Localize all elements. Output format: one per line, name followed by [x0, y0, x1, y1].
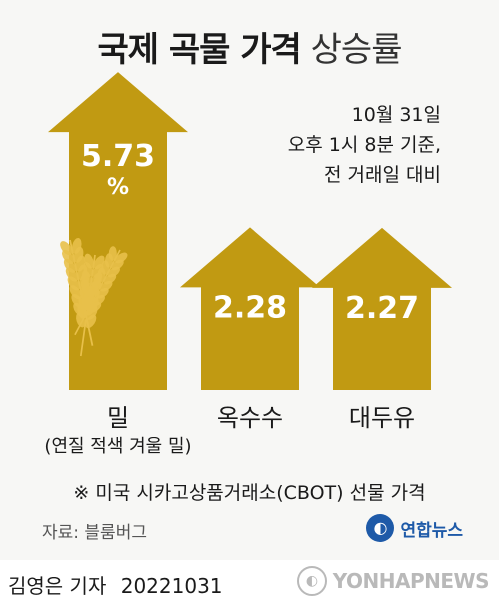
watermark: ◐ YONHAPNEWS	[296, 566, 490, 596]
title-bold: 국제 곡물 가격	[97, 30, 301, 70]
note-line: 전 거래일 대비	[324, 164, 441, 186]
byline-name: 김영은 기자	[8, 574, 107, 598]
reference-note: 10월 31일 오후 1시 8분 기준, 전 거래일 대비	[288, 100, 441, 190]
note-line: 오후 1시 8분 기준,	[287, 134, 441, 156]
category-label: 옥수수	[216, 404, 284, 432]
yonhap-logo: ◐ 연합뉴스	[366, 514, 463, 542]
unit-label: %	[107, 175, 129, 200]
wheat-ear	[74, 246, 128, 336]
watermark-icon: ◐	[296, 566, 327, 596]
title-light: 상승률	[310, 30, 403, 70]
logo-text: 연합뉴스	[400, 520, 463, 541]
byline-date: 20221031	[120, 574, 223, 598]
note-line: 10월 31일	[351, 104, 441, 126]
category-label: 대두유	[348, 404, 416, 432]
value-label: 2.27	[345, 291, 419, 326]
byline: 김영은 기자 20221031	[8, 570, 223, 599]
footnote: ※ 미국 시카고상품거래소(CBOT) 선물 가격	[73, 482, 426, 504]
value-label: 2.28	[213, 290, 287, 325]
bar-arrow	[312, 227, 452, 390]
value-label: 5.73	[81, 139, 155, 174]
yonhap-logo-icon: ◐	[366, 514, 395, 542]
bar-arrow	[48, 72, 188, 391]
source-label: 자료: 블룸버그	[42, 523, 147, 543]
bar-arrow	[180, 227, 320, 390]
bar-arrows: 5.73 2.28 2.27%	[48, 72, 452, 391]
chart-area: 국제 곡물 가격 상승률 10월 31일 오후 1시 8분 기준, 전 거래일 …	[0, 22, 499, 543]
chart-title: 국제 곡물 가격 상승률	[0, 22, 499, 71]
category-sublabel: (연질 적색 겨울 밀)	[44, 436, 192, 457]
category-label: 밀	[106, 404, 130, 432]
watermark-text: YONHAPNEWS	[332, 569, 490, 593]
